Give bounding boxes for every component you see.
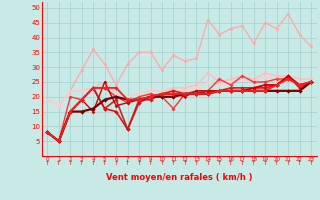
X-axis label: Vent moyen/en rafales ( km/h ): Vent moyen/en rafales ( km/h ) bbox=[106, 174, 252, 182]
